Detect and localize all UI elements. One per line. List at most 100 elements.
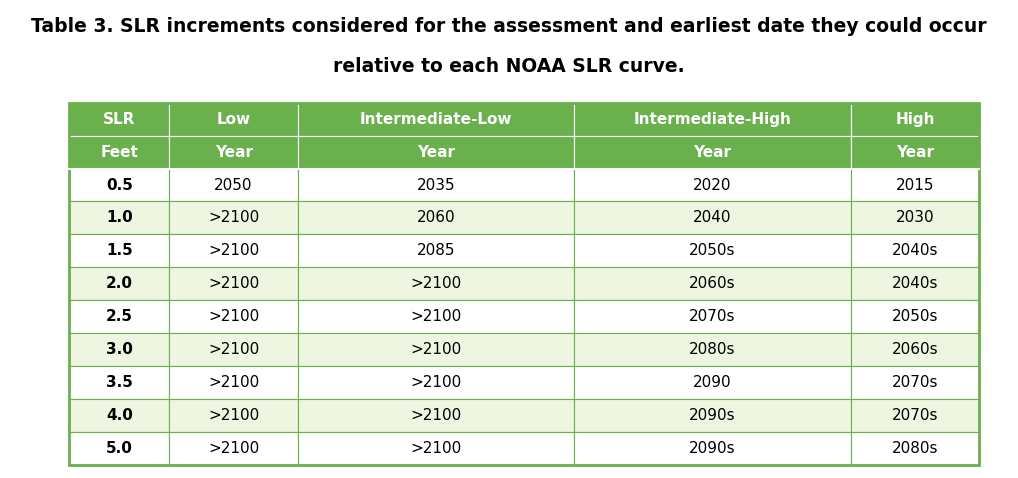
Bar — [298, 169, 574, 201]
Text: relative to each NOAA SLR curve.: relative to each NOAA SLR curve. — [333, 57, 685, 76]
Text: Intermediate-Low: Intermediate-Low — [360, 112, 512, 127]
Text: >2100: >2100 — [208, 441, 260, 456]
Text: >2100: >2100 — [410, 375, 462, 390]
Text: 2040s: 2040s — [892, 243, 939, 258]
Text: 3.5: 3.5 — [106, 375, 132, 390]
Text: 2035: 2035 — [416, 177, 455, 193]
Bar — [298, 300, 574, 333]
Bar — [298, 103, 574, 136]
Bar — [169, 267, 298, 300]
Text: 2080s: 2080s — [892, 441, 939, 456]
Bar — [169, 366, 298, 399]
Bar — [851, 169, 979, 201]
Text: >2100: >2100 — [208, 210, 260, 226]
Text: Year: Year — [693, 145, 732, 160]
Bar — [69, 432, 169, 465]
Text: 2020: 2020 — [693, 177, 732, 193]
Text: 5.0: 5.0 — [106, 441, 132, 456]
Text: 2030: 2030 — [896, 210, 935, 226]
Bar — [574, 432, 851, 465]
Bar — [574, 300, 851, 333]
Bar — [69, 169, 169, 201]
Text: 2070s: 2070s — [689, 309, 736, 324]
Text: 2.0: 2.0 — [106, 276, 132, 291]
Bar — [574, 234, 851, 267]
Bar — [851, 234, 979, 267]
Bar — [574, 201, 851, 234]
Bar — [69, 103, 979, 465]
Bar — [69, 366, 169, 399]
Text: 2085: 2085 — [416, 243, 455, 258]
Text: 3.0: 3.0 — [106, 342, 132, 357]
Bar — [574, 267, 851, 300]
Bar — [851, 432, 979, 465]
Bar — [169, 300, 298, 333]
Text: 2.5: 2.5 — [106, 309, 132, 324]
Text: >2100: >2100 — [208, 243, 260, 258]
Bar — [851, 103, 979, 136]
Text: 4.0: 4.0 — [106, 408, 132, 423]
Bar — [574, 399, 851, 432]
Bar — [298, 136, 574, 169]
Text: 2090: 2090 — [693, 375, 732, 390]
Bar — [169, 432, 298, 465]
Text: 2090s: 2090s — [689, 441, 736, 456]
Bar — [169, 399, 298, 432]
Text: Low: Low — [217, 112, 250, 127]
Text: Table 3. SLR increments considered for the assessment and earliest date they cou: Table 3. SLR increments considered for t… — [32, 17, 986, 36]
Text: High: High — [895, 112, 935, 127]
Text: 2050s: 2050s — [892, 309, 939, 324]
Bar — [851, 136, 979, 169]
Text: 0.5: 0.5 — [106, 177, 132, 193]
Bar — [169, 169, 298, 201]
Text: 2070s: 2070s — [892, 375, 939, 390]
Bar — [69, 333, 169, 366]
Text: Year: Year — [896, 145, 934, 160]
Text: >2100: >2100 — [410, 309, 462, 324]
Bar — [298, 432, 574, 465]
Text: >2100: >2100 — [410, 276, 462, 291]
Bar — [851, 267, 979, 300]
Bar — [298, 201, 574, 234]
Text: >2100: >2100 — [208, 375, 260, 390]
Text: Year: Year — [215, 145, 252, 160]
Bar — [574, 169, 851, 201]
Text: 1.0: 1.0 — [106, 210, 132, 226]
Text: 2015: 2015 — [896, 177, 935, 193]
Bar — [851, 300, 979, 333]
Text: 2090s: 2090s — [689, 408, 736, 423]
Bar — [169, 201, 298, 234]
Bar — [574, 103, 851, 136]
Bar — [69, 136, 169, 169]
Text: Year: Year — [417, 145, 455, 160]
Text: >2100: >2100 — [208, 408, 260, 423]
Text: 2050: 2050 — [215, 177, 252, 193]
Bar — [298, 399, 574, 432]
Text: >2100: >2100 — [410, 408, 462, 423]
Bar — [169, 234, 298, 267]
Text: 2040s: 2040s — [892, 276, 939, 291]
Bar — [169, 103, 298, 136]
Bar — [298, 234, 574, 267]
Bar — [298, 267, 574, 300]
Text: Intermediate-High: Intermediate-High — [633, 112, 791, 127]
Bar — [574, 136, 851, 169]
Bar — [574, 366, 851, 399]
Bar — [69, 201, 169, 234]
Text: >2100: >2100 — [208, 276, 260, 291]
Bar — [69, 103, 169, 136]
Text: 2080s: 2080s — [689, 342, 736, 357]
Bar — [69, 267, 169, 300]
Text: 2060s: 2060s — [689, 276, 736, 291]
Bar — [851, 366, 979, 399]
Text: >2100: >2100 — [410, 441, 462, 456]
Bar — [169, 333, 298, 366]
Text: >2100: >2100 — [208, 309, 260, 324]
Bar — [851, 333, 979, 366]
Bar — [69, 234, 169, 267]
Bar — [851, 399, 979, 432]
Bar — [69, 300, 169, 333]
Bar — [298, 366, 574, 399]
Text: >2100: >2100 — [208, 342, 260, 357]
Text: Feet: Feet — [101, 145, 138, 160]
